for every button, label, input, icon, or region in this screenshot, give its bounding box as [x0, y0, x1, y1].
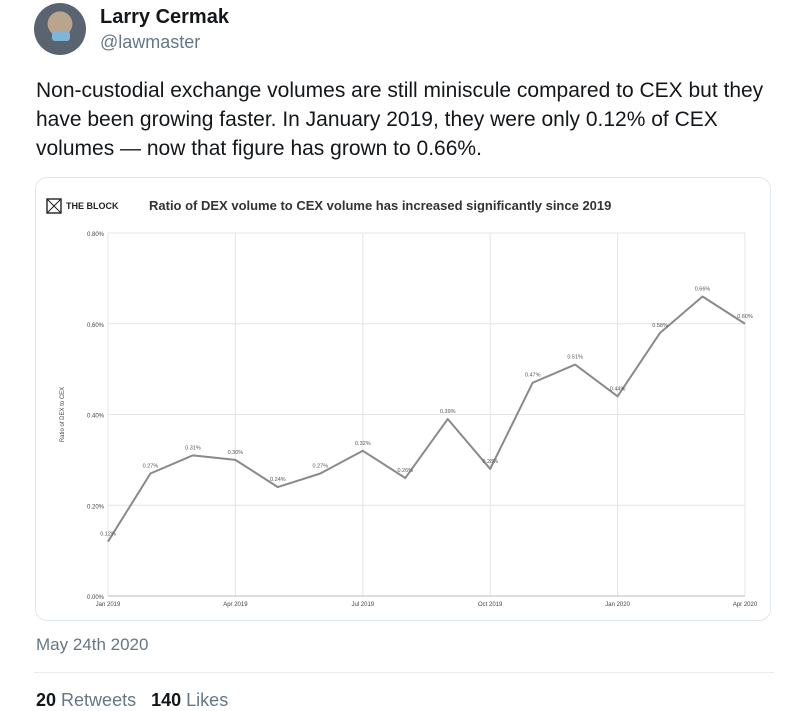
- data-label: 0.32%: [355, 441, 371, 447]
- data-label: 0.51%: [567, 355, 583, 361]
- tweet-date[interactable]: May 24th 2020: [36, 635, 149, 654]
- likes-label: Likes: [186, 690, 229, 710]
- data-label: 0.26%: [397, 468, 413, 474]
- data-label: 0.44%: [610, 386, 626, 392]
- data-label: 0.30%: [228, 450, 244, 456]
- y-tick-label: 0.60%: [87, 323, 105, 329]
- data-label: 0.28%: [482, 459, 498, 465]
- data-label: 0.27%: [313, 463, 329, 469]
- cube-logo-icon: [46, 198, 62, 214]
- tweet-text: Non-custodial exchange volumes are still…: [36, 79, 764, 160]
- face-mask-icon: [52, 31, 70, 41]
- chart-title: Ratio of DEX volume to CEX volume has in…: [149, 198, 612, 213]
- retweets-count: 20: [36, 690, 57, 710]
- chart-card[interactable]: THE BLOCK Ratio of DEX volume to CEX vol…: [35, 177, 771, 621]
- y-tick-label: 0.00%: [87, 595, 105, 601]
- data-label: 0.39%: [440, 409, 456, 415]
- author-handle[interactable]: @lawmaster: [100, 32, 201, 52]
- x-tick-label: Jan 2020: [605, 602, 630, 608]
- x-tick-label: Jul 2019: [351, 602, 374, 608]
- retweets-label: Retweets: [61, 690, 137, 710]
- data-label: 0.66%: [695, 287, 711, 293]
- data-label: 0.60%: [737, 314, 753, 320]
- y-tick-label: 0.80%: [87, 232, 105, 238]
- x-tick-label: Apr 2020: [733, 602, 758, 608]
- data-label: 0.31%: [185, 445, 201, 451]
- author-name[interactable]: Larry Cermak: [100, 6, 229, 28]
- data-label: 0.47%: [525, 373, 541, 379]
- tweet-stats: 20 Retweets 140 Likes: [36, 690, 238, 711]
- author-avatar[interactable]: [34, 3, 86, 55]
- y-tick-label: 0.40%: [87, 414, 105, 420]
- data-label: 0.58%: [652, 323, 668, 329]
- x-tick-label: Apr 2019: [223, 602, 248, 608]
- x-tick-label: Oct 2019: [478, 602, 503, 608]
- line-chart: 0.00% 0.20% 0.40% 0.60% 0.80% Jan 2019 Apr 201…: [60, 232, 758, 608]
- data-label: 0.24%: [270, 477, 286, 483]
- likes-stat[interactable]: 140 Likes: [151, 690, 228, 710]
- y-axis-label: Ratio of DEX to CEX: [60, 387, 66, 442]
- likes-count: 140: [151, 690, 182, 710]
- retweets-stat[interactable]: 20 Retweets: [36, 690, 136, 710]
- y-tick-label: 0.20%: [87, 504, 105, 510]
- divider: [34, 672, 774, 673]
- the-block-logo: THE BLOCK: [46, 198, 119, 214]
- x-tick-label: Jan 2019: [96, 602, 121, 608]
- data-label: 0.12%: [100, 532, 116, 538]
- logo-text: THE BLOCK: [66, 201, 119, 211]
- data-label: 0.27%: [143, 463, 159, 469]
- series-line: [107, 295, 746, 543]
